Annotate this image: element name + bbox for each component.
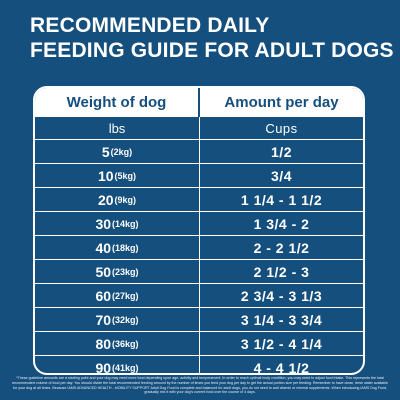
weight-kg: (5kg) [114, 170, 137, 181]
table-row: 40 (18kg) 2 - 2 1/2 [35, 235, 363, 259]
amount-cell: 3/4 [271, 167, 292, 184]
weight-kg: (36kg) [112, 338, 139, 349]
weight-lbs: 70 [95, 311, 112, 328]
header-amount: Amount per day [224, 94, 339, 111]
weight-kg: (18kg) [112, 242, 139, 253]
weight-cell: 80 (36kg) [35, 332, 200, 355]
table-row: 50 (23kg) 2 1/2 - 3 [35, 259, 363, 283]
table-row: 20 (9kg) 1 1/4 - 1 1/2 [35, 187, 363, 211]
table-header: Weight of dog Amount per day [35, 88, 363, 117]
weight-lbs: 80 [95, 335, 112, 352]
weight-cell: 60 (27kg) [35, 284, 200, 307]
weight-kg: (9kg) [114, 194, 137, 205]
amount-cell: 3 1/2 - 4 1/4 [240, 335, 323, 352]
weight-cell: 90 (41kg) [35, 356, 200, 375]
table-row: 5 (2kg) 1/2 [35, 139, 363, 163]
weight-lbs: 40 [95, 239, 112, 256]
page-title: RECOMMENDED DAILY FEEDING GUIDE FOR ADUL… [30, 13, 394, 63]
table-row: 90 (41kg) 4 - 4 1/2 [35, 355, 363, 375]
amount-cell: 2 - 2 1/2 [253, 239, 310, 256]
amount-cell: 2 1/2 - 3 [253, 263, 310, 280]
weight-cell: 70 (32kg) [35, 308, 200, 331]
amount-cell: 1/2 [271, 143, 292, 160]
weight-cell: 50 (23kg) [35, 260, 200, 283]
title-line-1: RECOMMENDED DAILY [30, 14, 270, 37]
table-row: 60 (27kg) 2 3/4 - 3 1/3 [35, 283, 363, 307]
amount-cell: 4 - 4 1/2 [253, 359, 310, 375]
weight-lbs: 60 [95, 287, 112, 304]
weight-kg: (23kg) [112, 266, 139, 277]
table-body: 5 (2kg) 1/2 10 (5kg) 3/4 20 (9kg) 1 1/4 - 1 1/2 3… [35, 139, 363, 375]
footnote: *These guideline amounts are a starting … [11, 376, 389, 395]
title-line-2: FEEDING GUIDE FOR ADULT DOGS [30, 39, 394, 62]
weight-cell: 30 (14kg) [35, 212, 200, 235]
weight-kg: (41kg) [112, 362, 139, 373]
table-row: 80 (36kg) 3 1/2 - 4 1/4 [35, 331, 363, 355]
amount-cell: 1 3/4 - 2 [253, 215, 310, 232]
weight-cell: 5 (2kg) [35, 140, 200, 163]
weight-lbs: 30 [95, 215, 112, 232]
weight-lbs: 90 [95, 359, 112, 375]
weight-cell: 10 (5kg) [35, 164, 200, 187]
weight-lbs: 10 [97, 167, 114, 184]
amount-cell: 3 1/4 - 3 3/4 [240, 311, 323, 328]
weight-lbs: 20 [97, 191, 114, 208]
weight-kg: (32kg) [112, 314, 139, 325]
unit-amount: Cups [265, 120, 298, 136]
amount-cell: 1 1/4 - 1 1/2 [240, 191, 323, 208]
weight-kg: (2kg) [110, 146, 133, 157]
table-row: 10 (5kg) 3/4 [35, 163, 363, 187]
weight-kg: (14kg) [112, 218, 139, 229]
weight-cell: 40 (18kg) [35, 236, 200, 259]
unit-weight: lbs [35, 117, 200, 139]
weight-kg: (27kg) [112, 290, 139, 301]
header-weight: Weight of dog [35, 88, 200, 117]
table-row: 70 (32kg) 3 1/4 - 3 3/4 [35, 307, 363, 331]
units-row: lbs Cups [35, 117, 363, 139]
feeding-table: Weight of dog Amount per day lbs Cups 5(… [33, 86, 365, 375]
weight-lbs: 5 [101, 143, 110, 160]
table-row: 30 (14kg) 1 3/4 - 2 [35, 211, 363, 235]
amount-cell: 2 3/4 - 3 1/3 [240, 287, 323, 304]
weight-lbs: 50 [95, 263, 112, 280]
weight-cell: 20 (9kg) [35, 188, 200, 211]
